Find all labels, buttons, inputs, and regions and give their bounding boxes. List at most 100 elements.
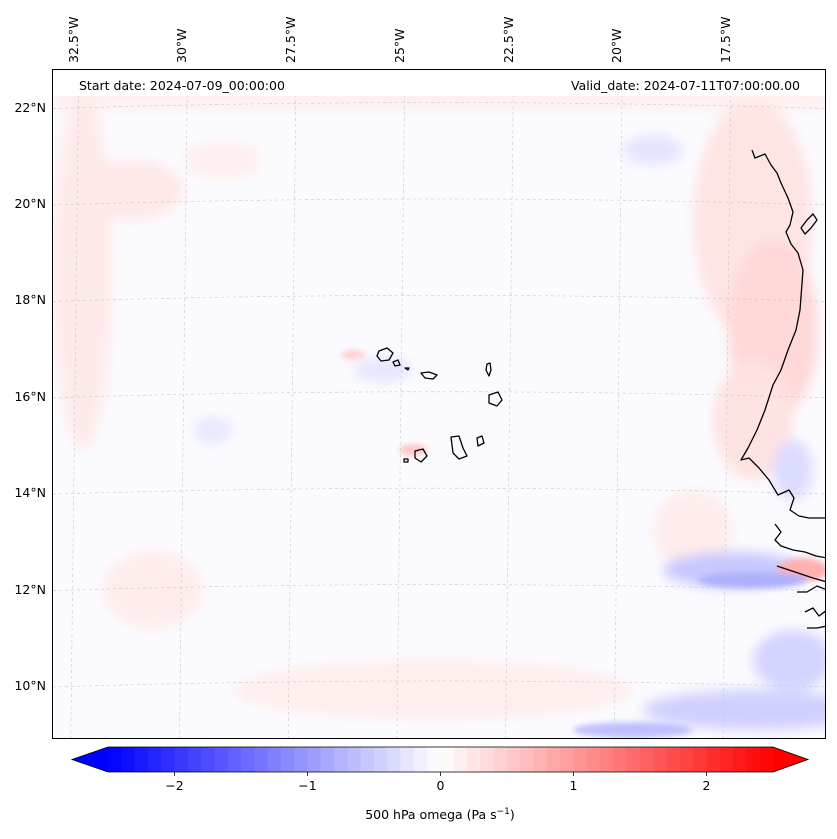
island-sao-vicente (392, 359, 401, 367)
colorbar-cell (241, 747, 255, 772)
coastline-africa (776, 565, 825, 583)
colorbar-cell (174, 747, 189, 772)
colorbar-cell (334, 747, 348, 772)
field-patch (753, 630, 825, 690)
colorbar-cell (706, 747, 721, 772)
latitude-tick-label: 10°N (14, 677, 46, 693)
island-santa-luzia (404, 367, 410, 371)
colorbar-cell (307, 747, 322, 772)
colorbar-cell (640, 747, 654, 772)
field-patch (713, 360, 793, 480)
colorbar-cell (254, 747, 269, 772)
colorbar-cell (134, 747, 149, 772)
map-panel (52, 69, 826, 739)
latitude-tick-label: 18°N (14, 292, 46, 308)
island-santiago (450, 435, 468, 460)
field-patch (698, 572, 808, 588)
colorbar-tick-label: 1 (569, 778, 578, 793)
island-fogo (414, 448, 428, 463)
graticule-parallel (53, 584, 825, 591)
field-patch (643, 690, 825, 730)
colorbar-cell (693, 747, 707, 772)
graticule-meridian (287, 70, 297, 738)
graticule-meridian (722, 70, 732, 738)
field-patch (83, 160, 183, 220)
field-patch (773, 440, 813, 500)
colorbar-cell (227, 747, 242, 772)
field-patch (183, 140, 263, 180)
island-maio (476, 435, 485, 447)
colorbar-cell (626, 747, 641, 772)
colorbar-cell (387, 747, 402, 772)
graticule-meridian (614, 70, 623, 738)
colorbar-cell (613, 747, 628, 772)
colorbar-cell (507, 747, 521, 772)
colorbar-cell (214, 747, 229, 772)
field-patch (341, 350, 365, 360)
valid-date-label: Valid_date: 2024-07-11T07:00:00.00 (570, 78, 800, 93)
graticule-parallel (53, 295, 825, 302)
coastline-africa (807, 625, 825, 629)
field-patch (399, 444, 427, 456)
colorbar-cell (746, 747, 761, 772)
graticule-parallel (53, 680, 825, 688)
graticule-parallel (53, 391, 825, 399)
island-boa-vista (488, 391, 503, 407)
colorbar-cell (400, 747, 415, 772)
field-patch (653, 490, 733, 570)
graticule-meridian (70, 70, 80, 738)
latitude-tick-label: 20°N (14, 195, 46, 211)
colorbar-cell (147, 747, 162, 772)
colorbar-cell (546, 747, 561, 772)
colorbar-cell (573, 747, 588, 772)
colorbar-cell (161, 747, 175, 772)
colorbar-cell (520, 747, 535, 772)
colorbar-cell (586, 747, 601, 772)
colorbar-cell (108, 747, 122, 772)
field-patch (193, 416, 233, 444)
colorbar-extend-low (72, 747, 108, 772)
colorbar-tick-label: −2 (165, 778, 184, 793)
colorbar-cell (600, 747, 614, 772)
graticule-parallel (53, 487, 825, 495)
island-sal (485, 362, 492, 377)
colorbar-tick-label: −1 (298, 778, 317, 793)
graticule-meridian (396, 70, 406, 738)
colorbar-tick-label: 2 (702, 778, 711, 793)
colorbar-cell (679, 747, 694, 772)
colorbar-cell (267, 747, 282, 772)
coastline-africa (797, 585, 825, 593)
coastline-africa (800, 213, 818, 235)
colorbar-cell (294, 747, 308, 772)
colorbar-cell (440, 747, 455, 772)
colorbar-cell (453, 747, 468, 772)
colorbar-extend-high (773, 747, 808, 772)
colorbar-cell (493, 747, 508, 772)
colorbar-cell (347, 747, 362, 772)
colorbar-label: 500 hPa omega (Pa s−1) (365, 807, 515, 823)
latitude-tick-label: 16°N (14, 388, 46, 404)
start-date-label: Start date: 2024-07-09_00:00:00 (79, 78, 285, 93)
colorbar-cell (653, 747, 668, 772)
graticule-parallel (53, 102, 825, 109)
colorbar-cell (719, 747, 734, 772)
colorbar-cell (187, 747, 202, 772)
island-brava (403, 458, 409, 463)
coastline-africa (804, 607, 825, 617)
latitude-tick-label: 14°N (14, 485, 46, 501)
info-bar (53, 70, 825, 96)
field-patch (353, 358, 413, 382)
field-patch (233, 660, 633, 720)
graticule-parallel (53, 198, 825, 206)
island-santo-antao (376, 347, 394, 362)
colorbar-cell (759, 747, 774, 772)
latitude-tick-label: 12°N (14, 581, 46, 597)
colorbar-cell (427, 747, 441, 772)
latitude-tick-label: 22°N (14, 99, 46, 115)
colorbar-cell (280, 747, 295, 772)
colorbar-cell (480, 747, 495, 772)
graticule-meridian (179, 70, 188, 738)
colorbar-cell (320, 747, 335, 772)
field-patch (573, 722, 693, 738)
